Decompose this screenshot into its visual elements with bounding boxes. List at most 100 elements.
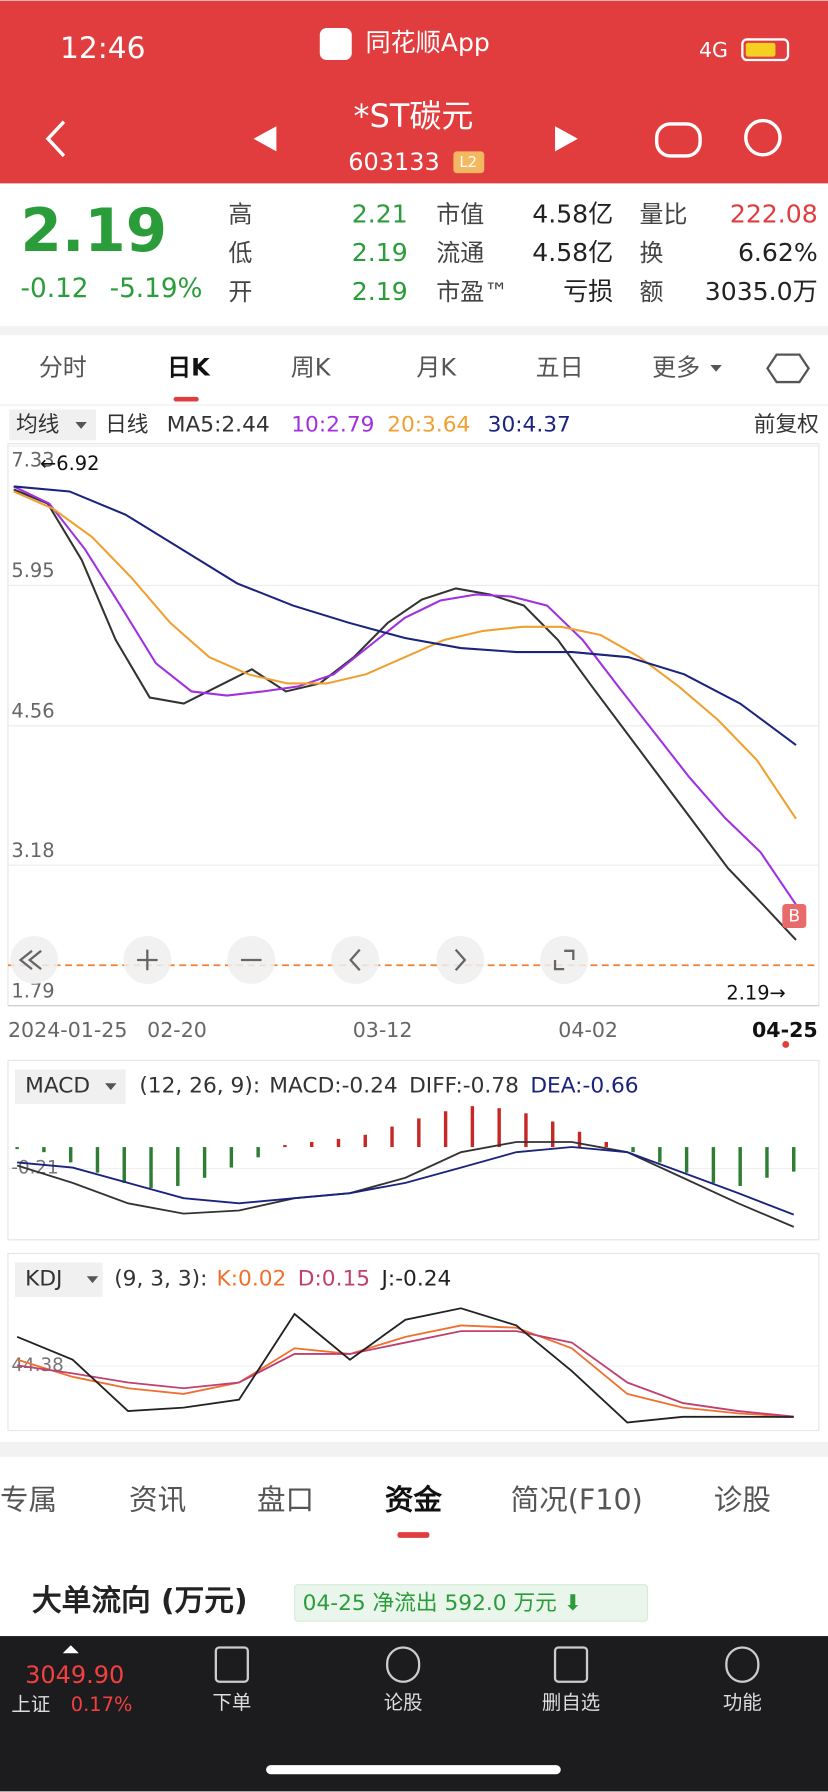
settings-icon[interactable] [766, 353, 810, 384]
prev-button[interactable] [253, 126, 277, 152]
battery-level [745, 42, 776, 57]
main-chart: 7.33 5.95 4.56 3.18 1.79 MA5:2.44 10:2.79 20:3.… [7, 412, 820, 1048]
chart-control[interactable] [540, 935, 589, 984]
tab[interactable]: 分时 [39, 353, 87, 381]
macd-bar [68, 1147, 73, 1163]
indicator-title: KDJ [25, 1267, 62, 1292]
macd-bar [122, 1147, 126, 1183]
legend-entry: DEA:-0.66 [530, 1074, 638, 1099]
nav-label[interactable]: 功能 [723, 1691, 762, 1714]
header-bg [0, 0, 828, 184]
nav-label[interactable]: 下单 [212, 1691, 251, 1714]
flow-badge-bg [294, 1584, 649, 1622]
section-tab[interactable]: 专属 [0, 1482, 57, 1516]
section-tab[interactable]: 简况(F10) [511, 1482, 643, 1516]
ma-line [13, 490, 797, 820]
control-icon [18, 949, 42, 970]
x-tick-label: 03-12 [353, 1018, 413, 1042]
flow-badge: 04-25 净流出 592.0 万元 ⬇ [303, 1591, 582, 1616]
y-tick-label: 4.56 [11, 700, 54, 723]
tabs: 分时 日K 周K 月K 五日 更多 [39, 353, 810, 402]
y-tick-label: 1.79 [11, 979, 54, 1002]
search-icon[interactable] [744, 118, 782, 157]
legend-entry: 30:4.37 [488, 412, 571, 437]
section-tab[interactable]: 资金 [385, 1482, 443, 1516]
section-tab[interactable]: 盘口 [257, 1482, 314, 1516]
macd-bar [95, 1147, 100, 1173]
macd-bar [309, 1141, 314, 1148]
index-arrow [62, 1645, 79, 1654]
macd-bar [202, 1147, 207, 1178]
macd-bar [176, 1147, 180, 1186]
status-network: 4G [699, 38, 728, 62]
indicator-selector-bg[interactable] [14, 1069, 126, 1104]
macd-bar [470, 1106, 475, 1148]
ma-line [13, 485, 797, 906]
index-name: 上证 [11, 1693, 50, 1716]
chart-control[interactable] [10, 935, 59, 984]
ma-selector: 均线 [16, 412, 59, 437]
status-app: 同花顺App [365, 28, 489, 57]
back-button[interactable] [45, 120, 66, 158]
indicator-selector-bg[interactable] [14, 1262, 103, 1297]
chart-control[interactable] [436, 935, 485, 984]
macd-bar [631, 1147, 635, 1153]
index-value[interactable]: 3049.90 [25, 1661, 124, 1689]
legend-entry: MA5:2.44 [167, 412, 270, 437]
control-icon [553, 949, 575, 971]
next-button[interactable] [555, 126, 578, 152]
stock-code: 603133 [348, 148, 440, 176]
price: 2.19 [21, 197, 168, 266]
macd-bar [229, 1147, 234, 1168]
stat-label: 换 [640, 239, 664, 267]
adjust[interactable]: 前复权 [754, 412, 819, 437]
tab[interactable]: 五日 [536, 353, 584, 381]
nav-icon [214, 1646, 249, 1683]
nav-icon [553, 1646, 589, 1683]
control-icon [454, 948, 467, 971]
macd-bar [658, 1147, 662, 1163]
section-tab[interactable]: 诊股 [714, 1482, 771, 1516]
dropdown-arrow [75, 422, 87, 429]
section-tabs: 专属 资讯 盘口 资金 简况(F10) 诊股 [0, 1482, 771, 1538]
indicator-line [17, 1330, 794, 1418]
stat-label: 高 [228, 200, 252, 228]
tab[interactable]: 周K [291, 353, 332, 381]
stat-value: 6.62% [738, 238, 818, 267]
stat-label: 量比 [640, 200, 688, 228]
nav-label[interactable]: 删自选 [542, 1691, 600, 1714]
legend-entry: 20:3.64 [387, 412, 470, 437]
separator [0, 326, 828, 336]
dropdown-arrow [105, 1083, 117, 1091]
date-dot [782, 1041, 790, 1048]
macd-bar [390, 1126, 394, 1148]
nav-label[interactable]: 论股 [384, 1691, 423, 1714]
indicator-params: (12, 26, 9): [139, 1074, 260, 1099]
panel-frame [7, 1252, 820, 1432]
macd-bar [524, 1113, 528, 1148]
ma-line [13, 485, 797, 746]
macd-bar [417, 1118, 421, 1148]
y-tick-label: 5.95 [11, 559, 54, 582]
macd-bar [551, 1121, 555, 1148]
macd-bar [363, 1134, 367, 1148]
legend-entry: MACD:-0.24 [269, 1074, 397, 1099]
buy-marker: B [788, 907, 800, 927]
section-tab[interactable]: 资讯 [129, 1482, 186, 1516]
battery [741, 38, 790, 62]
tab[interactable]: 日K [167, 353, 211, 381]
stock-title: *ST碳元 [354, 97, 474, 135]
y-tick-label: 7.33 [11, 448, 54, 471]
legend-entry: D:0.15 [298, 1267, 370, 1292]
stat-label: 额 [640, 278, 664, 306]
robot-icon[interactable] [654, 122, 702, 158]
l2-badge: L2 [459, 154, 477, 171]
chart-control[interactable] [331, 935, 380, 984]
tab[interactable]: 月K [416, 353, 457, 381]
macd-bar [577, 1131, 582, 1148]
indicator-line [16, 1307, 794, 1424]
tab[interactable]: 更多 [652, 353, 700, 381]
period: 日线 [105, 412, 148, 437]
